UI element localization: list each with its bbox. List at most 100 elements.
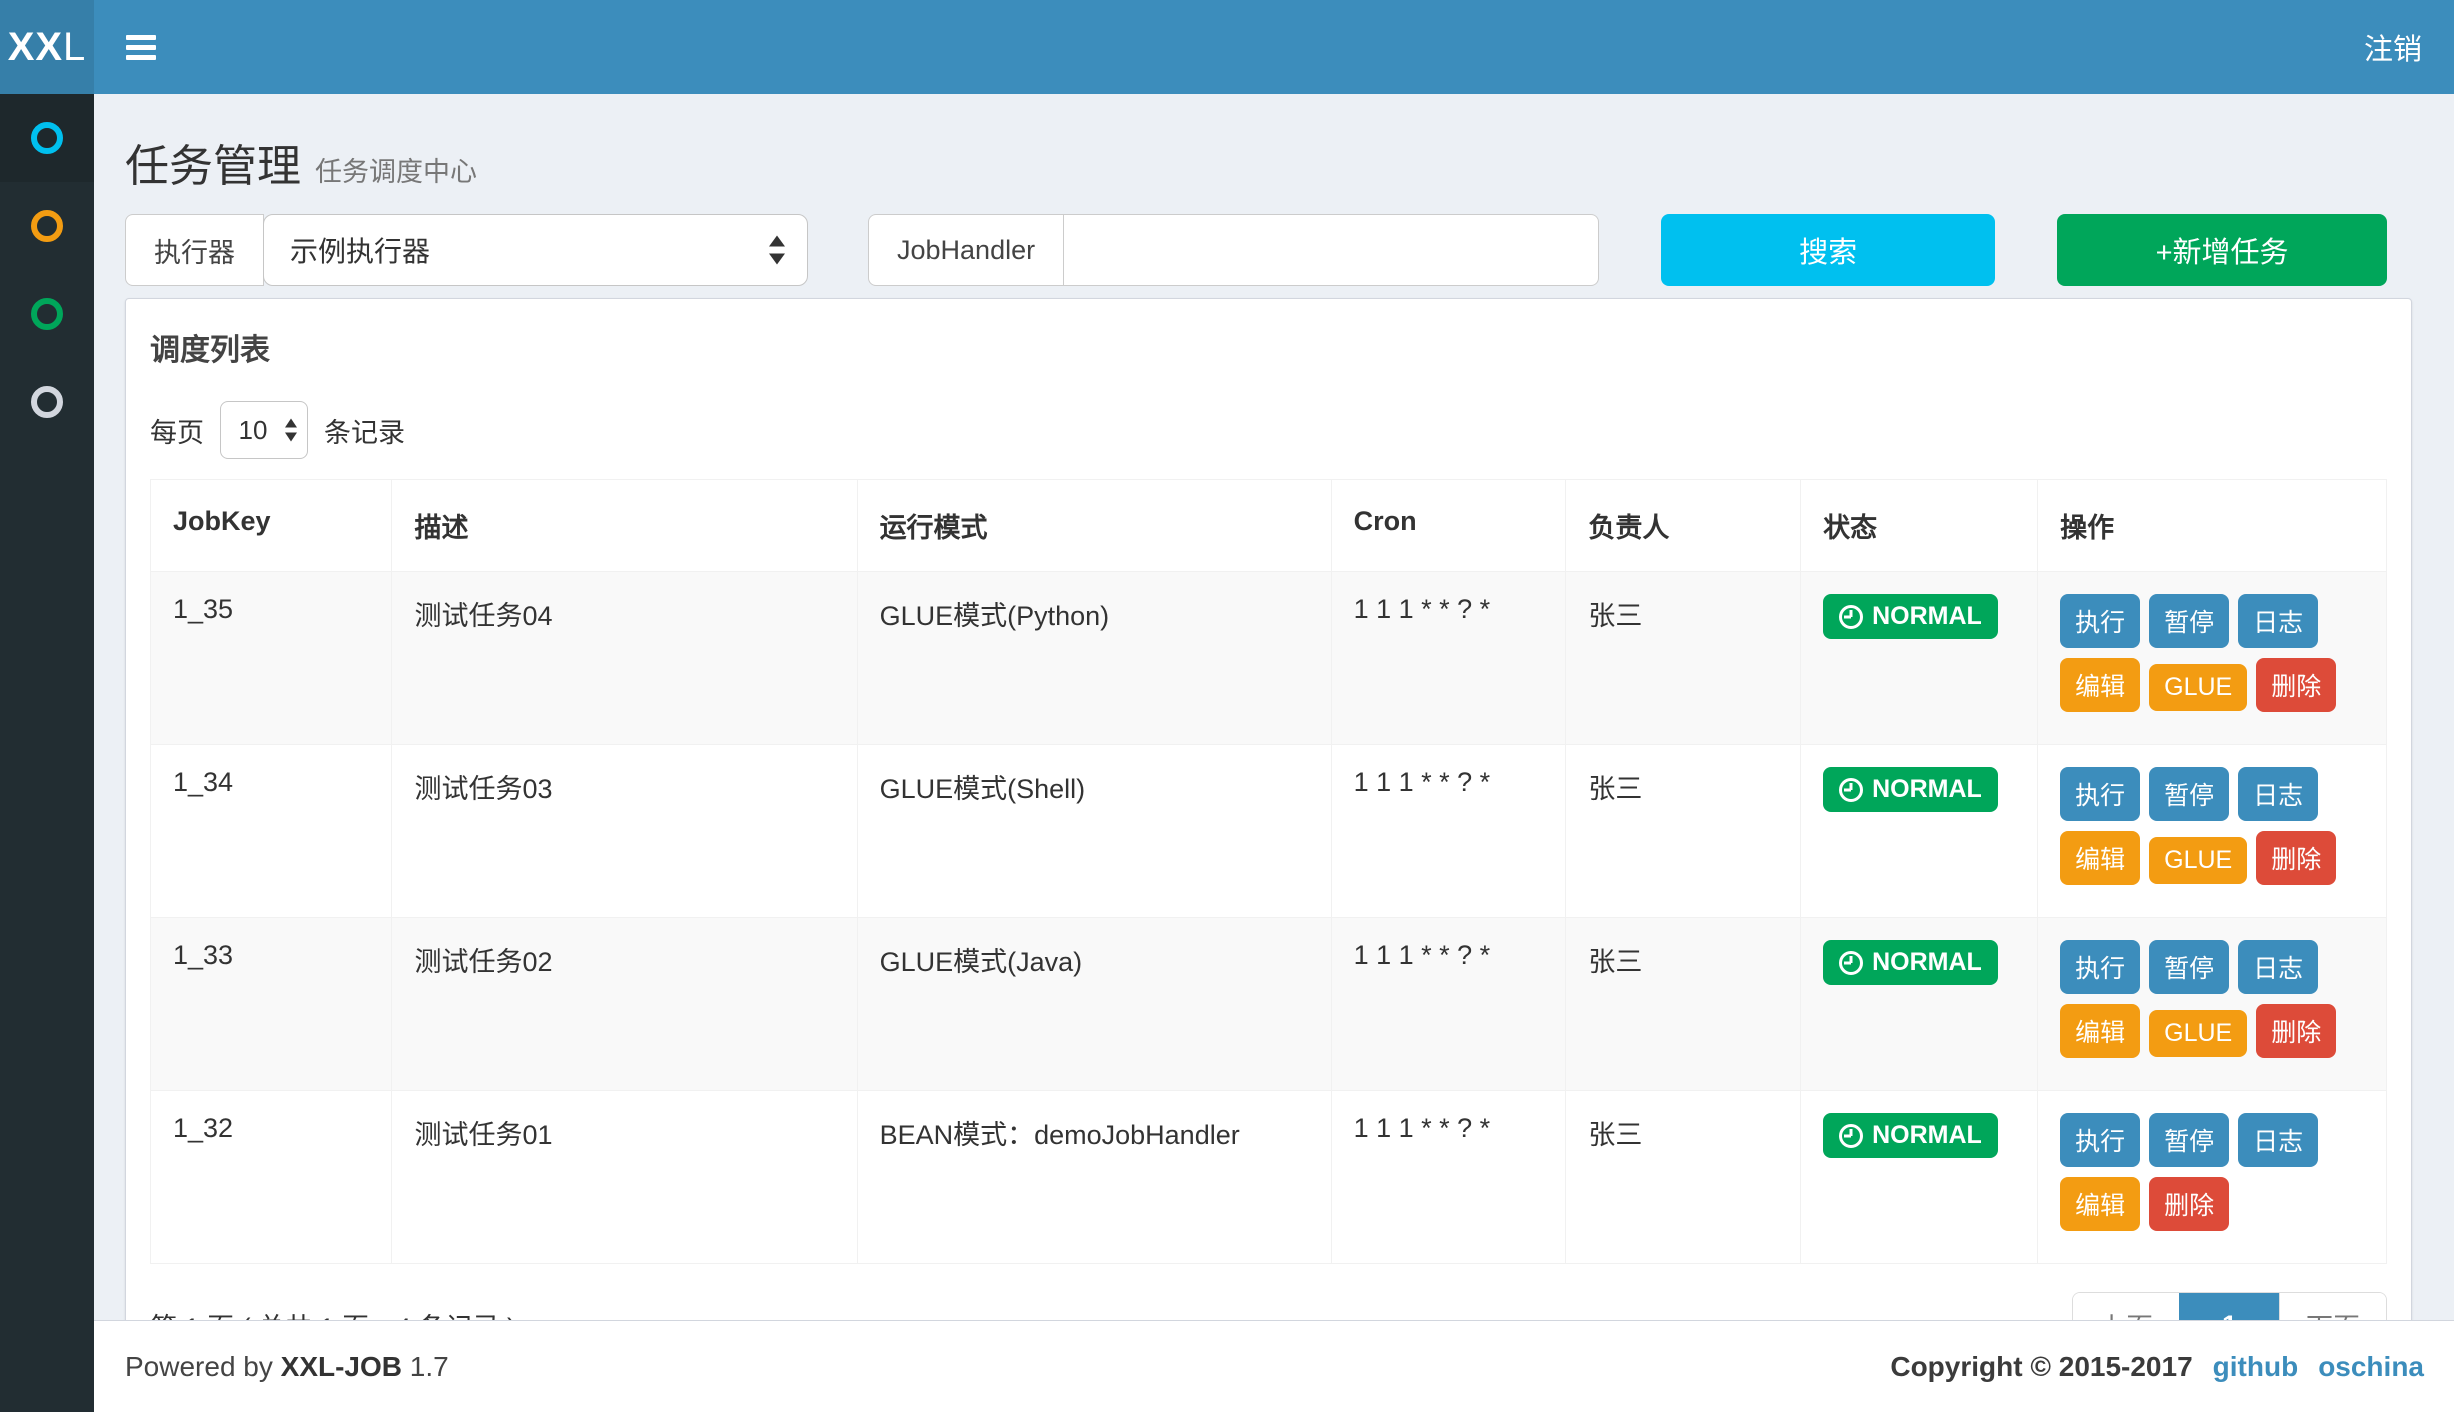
powered-by-prefix: Powered by [125, 1350, 273, 1382]
github-link[interactable]: github [2212, 1350, 2299, 1382]
delete-button[interactable]: 删除 [2256, 831, 2337, 885]
jobhandler-label: JobHandler [868, 214, 1065, 286]
clock-icon [1839, 950, 1864, 975]
powered-by: Powered by XXL-JOB 1.7 [125, 1351, 449, 1383]
schedule-log-icon [31, 298, 63, 330]
column-header: 描述 [391, 479, 858, 572]
table-body: 1_35 测试任务04 GLUE模式(Python) 1 1 1 * * ? * 张三 N… [149, 571, 2387, 1264]
add-job-button[interactable]: +新增任务 [2057, 214, 2388, 286]
owner-cell: 张三 [1565, 1090, 1802, 1264]
footer-links: github oschina [2213, 1351, 2424, 1383]
table-row: 1_34 测试任务03 GLUE模式(Shell) 1 1 1 * * ? * 张三 NO… [149, 744, 2387, 918]
run-button[interactable]: 执行 [2060, 940, 2141, 994]
page-title: 任务管理 [125, 142, 301, 191]
app-logo[interactable]: XX L [0, 0, 94, 94]
column-header: 状态 [1800, 479, 2039, 572]
log-button[interactable]: 日志 [2238, 1113, 2319, 1167]
glue-button[interactable]: GLUE [2149, 1010, 2248, 1057]
ops-line: 执行 暂停 日志 [2060, 940, 2376, 1004]
run-button[interactable]: 执行 [2060, 1113, 2141, 1167]
jobkey-cell: 1_34 [149, 744, 393, 918]
table-row: 1_35 测试任务04 GLUE模式(Python) 1 1 1 * * ? * 张三 N… [149, 571, 2387, 745]
column-header: 负责人 [1565, 479, 1802, 572]
edit-button[interactable]: 编辑 [2060, 831, 2141, 885]
logo-text-bold: XX [7, 24, 64, 69]
pause-button[interactable]: 暂停 [2149, 767, 2230, 821]
pause-button[interactable]: 暂停 [2149, 1113, 2230, 1167]
jobhandler-input[interactable] [1064, 214, 1600, 286]
status-badge: NORMAL [1823, 594, 1998, 639]
panel-title: 调度列表 [150, 334, 270, 367]
oschina-link[interactable]: oschina [2318, 1350, 2424, 1382]
ops-line: 执行 暂停 日志 [2060, 1113, 2376, 1177]
ops-line: 执行 暂停 日志 [2060, 767, 2376, 831]
edit-button[interactable]: 编辑 [2060, 658, 2141, 712]
logo-text-light: L [63, 24, 87, 69]
table-header-row: JobKey 描述 运行模式 Cron 负责人 状态 操作 [149, 479, 2387, 572]
content-area: 任务管理 任务调度中心 执行器 示例执行器 JobHandler 搜索 +新增任… [94, 94, 2454, 1401]
page-size-suffix: 条记录 [324, 417, 405, 448]
pause-button[interactable]: 暂停 [2149, 594, 2230, 648]
page-size-prefix: 每页 [150, 417, 204, 448]
sidebar-item-job-manage[interactable] [0, 94, 94, 182]
copyright-text: Copyright © 2015-2017 [1890, 1350, 2193, 1382]
edit-button[interactable]: 编辑 [2060, 1004, 2141, 1058]
ops-cell: 执行 暂停 日志 编辑 GLUE 删除 [2037, 917, 2387, 1091]
desc-cell: 测试任务02 [391, 917, 858, 1091]
column-header: Cron [1330, 479, 1567, 572]
jobkey-cell: 1_33 [149, 917, 393, 1091]
status-text: NORMAL [1872, 948, 1982, 976]
logout-link[interactable]: 注销 [2363, 34, 2422, 66]
log-button[interactable]: 日志 [2238, 767, 2319, 821]
page-subtitle: 任务调度中心 [315, 157, 477, 187]
sidebar-item-schedule-log[interactable] [0, 270, 94, 358]
delete-button[interactable]: 删除 [2256, 658, 2337, 712]
cron-cell: 1 1 1 * * ? * [1330, 571, 1567, 745]
ops-cell: 执行 暂停 日志编辑 GLUE 删除 [2037, 571, 2387, 745]
clock-icon [1839, 1123, 1864, 1148]
schedule-list-panel: 调度列表 每页 10 条记录 JobKey 描述 运行模式 Cron 负责人 状态 操作 1… [125, 298, 2412, 1401]
sidebar-toggle-icon[interactable] [126, 30, 156, 65]
status-badge: NORMAL [1823, 767, 1998, 812]
edit-button[interactable]: 编辑 [2060, 1177, 2141, 1231]
ops-line: 编辑 删除 [2060, 1177, 2376, 1241]
glue-button[interactable]: GLUE [2149, 664, 2248, 711]
select-arrows-icon [769, 235, 785, 265]
delete-button[interactable]: 删除 [2256, 1004, 2337, 1058]
executor-select[interactable]: 示例执行器 [263, 214, 808, 286]
run-button[interactable]: 执行 [2060, 594, 2141, 648]
column-header: 运行模式 [856, 479, 1332, 572]
clock-icon [1839, 604, 1864, 629]
glue-button[interactable]: GLUE [2149, 837, 2248, 884]
log-button[interactable]: 日志 [2238, 940, 2319, 994]
product-name: XXL-JOB [280, 1350, 403, 1382]
pause-button[interactable]: 暂停 [2149, 940, 2230, 994]
cron-cell: 1 1 1 * * ? * [1330, 1090, 1567, 1264]
product-version: 1.7 [409, 1350, 449, 1382]
desc-cell: 测试任务04 [391, 571, 858, 745]
delete-button[interactable]: 删除 [2149, 1177, 2230, 1231]
executor-label: 执行器 [125, 214, 264, 286]
sidebar-menu [0, 94, 94, 1412]
page-size-control: 每页 10 条记录 [150, 401, 2387, 459]
page-size-select[interactable]: 10 [220, 401, 308, 459]
run-button[interactable]: 执行 [2060, 767, 2141, 821]
copyright: Copyright © 2015-2017 github oschina [1890, 1351, 2424, 1383]
status-cell: NORMAL [1800, 571, 2039, 745]
owner-cell: 张三 [1565, 917, 1802, 1091]
executor-icon [31, 210, 63, 242]
clock-icon [1839, 777, 1864, 802]
ops-line: 编辑 GLUE 删除 [2060, 1004, 2376, 1068]
sidebar-item-help[interactable] [0, 358, 94, 446]
select-arrows-icon [285, 418, 297, 442]
page-size-value: 10 [238, 414, 268, 445]
search-button[interactable]: 搜索 [1661, 214, 1996, 286]
sidebar-item-executor[interactable] [0, 182, 94, 270]
status-text: NORMAL [1872, 602, 1982, 630]
status-text: NORMAL [1872, 1121, 1982, 1149]
status-badge: NORMAL [1823, 1113, 1998, 1158]
log-button[interactable]: 日志 [2238, 594, 2319, 648]
status-badge: NORMAL [1823, 940, 1998, 985]
desc-cell: 测试任务01 [391, 1090, 858, 1264]
desc-cell: 测试任务03 [391, 744, 858, 918]
